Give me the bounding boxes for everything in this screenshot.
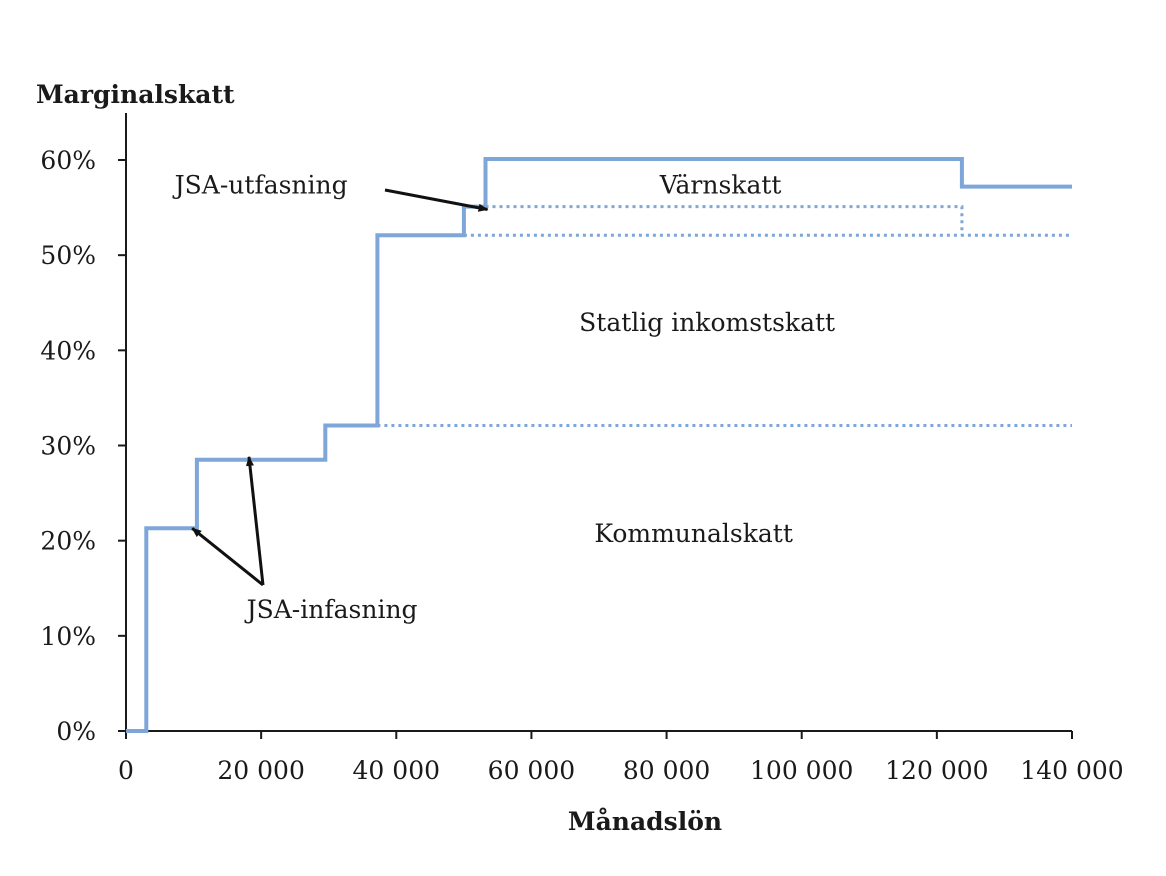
x-tick-label: 20 000	[217, 756, 304, 785]
x-tick-label: 120 000	[885, 756, 988, 785]
x-tick-label: 0	[118, 756, 134, 785]
region-label: Värnskatt	[659, 171, 782, 200]
series-line-total	[126, 157, 1072, 733]
x-axis-title: Månadslön	[568, 807, 722, 836]
y-tick-label: 0%	[56, 717, 96, 746]
annotations: Värnskatt Statlig inkomstskatt Kommunalska…	[172, 171, 835, 624]
y-tick-label: 10%	[40, 622, 96, 651]
y-tick-label: 60%	[40, 146, 96, 175]
annotation-label: JSA-utfasning	[172, 171, 348, 200]
plot-area	[126, 157, 1072, 733]
region-label: Kommunalskatt	[594, 519, 793, 548]
y-tick-label: 40%	[40, 336, 96, 365]
annotation-label: JSA-infasning	[244, 595, 418, 624]
annotation-arrow	[245, 455, 265, 586]
region-label: Statlig inkomstskatt	[579, 308, 835, 337]
y-axis-title: Marginalskatt	[36, 80, 235, 109]
x-tick-label: 100 000	[750, 756, 853, 785]
axes: 0% 10% 20% 30% 40% 50% 60% 0 20 000 40 000 60 000 8…	[40, 113, 1124, 785]
x-tick-label: 40 000	[353, 756, 440, 785]
series-line-dotted-3	[485, 205, 964, 236]
y-tick-label: 20%	[40, 527, 96, 556]
x-tick-label: 60 000	[488, 756, 575, 785]
y-tick-label: 50%	[40, 241, 96, 270]
annotation-arrow	[384, 188, 489, 212]
x-tick-label: 140 000	[1020, 756, 1123, 785]
annotation-arrow	[191, 527, 264, 587]
y-tick-label: 30%	[40, 432, 96, 461]
x-tick-label: 80 000	[623, 756, 710, 785]
